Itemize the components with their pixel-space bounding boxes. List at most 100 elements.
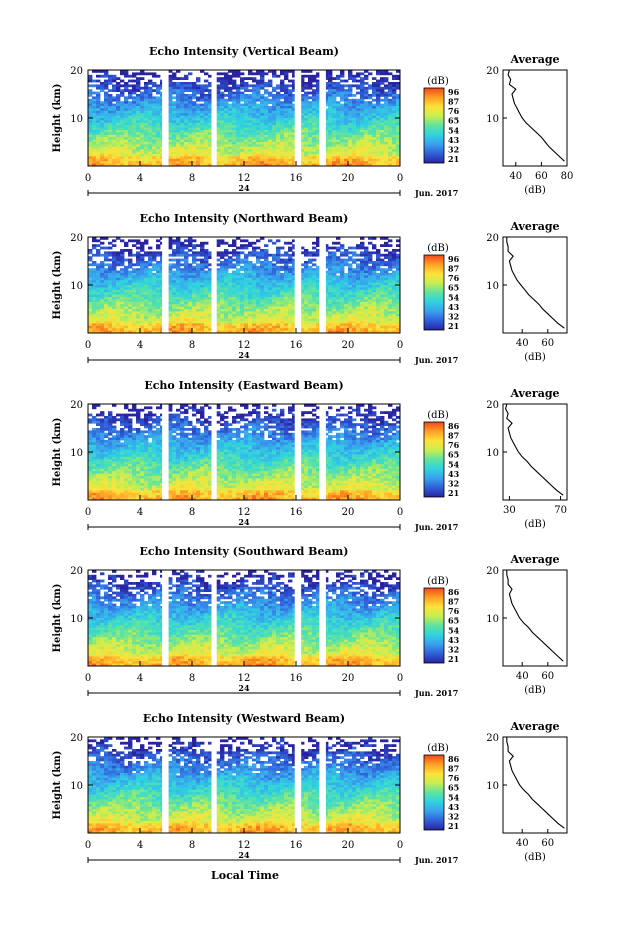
- heatmap-cell: [124, 294, 129, 298]
- heatmap-cell: [124, 249, 129, 252]
- heatmap-cell: [384, 301, 389, 305]
- heatmap-cell: [204, 127, 209, 131]
- heatmap-cell: [124, 86, 129, 90]
- heatmap-cell: [264, 91, 269, 95]
- heatmap-cell: [112, 256, 117, 259]
- heatmap-cell: [332, 89, 337, 92]
- heatmap-cell: [232, 84, 237, 88]
- heatmap-cell: [108, 275, 113, 279]
- heatmap-cell: [360, 311, 365, 315]
- heatmap-cell: [172, 309, 177, 312]
- heatmap-cell: [144, 72, 149, 76]
- heatmap-cell: [340, 79, 345, 83]
- heatmap-cell: [232, 98, 237, 102]
- heatmap-cell: [324, 118, 329, 121]
- heatmap-cell: [360, 82, 365, 85]
- heatmap-cell: [316, 118, 321, 121]
- heatmap-cell: [180, 113, 185, 116]
- heatmap-cell: [264, 289, 269, 293]
- heatmap-cell: [148, 118, 153, 121]
- heatmap-cell: [280, 306, 285, 310]
- heatmap-cell: [352, 251, 357, 255]
- heatmap-cell: [232, 72, 237, 76]
- heatmap-cell: [264, 122, 269, 126]
- heatmap-cell: [384, 118, 389, 121]
- heatmap-cell: [276, 113, 281, 116]
- heatmap-cell: [192, 149, 197, 152]
- heatmap-cell: [324, 125, 329, 128]
- heatmap-cell: [372, 270, 377, 274]
- heatmap-cell: [316, 89, 321, 92]
- heatmap-cell: [88, 106, 93, 109]
- heatmap-cell: [204, 101, 209, 104]
- heatmap-cell: [280, 309, 285, 312]
- heatmap-cell: [328, 156, 333, 160]
- heatmap-cell: [300, 275, 305, 279]
- heatmap-cell: [384, 137, 389, 140]
- heatmap-cell: [136, 301, 141, 305]
- heatmap-cell: [220, 106, 225, 109]
- heatmap-cell: [240, 273, 245, 276]
- heatmap-cell: [112, 244, 117, 247]
- heatmap-cell: [312, 311, 317, 315]
- heatmap-cell: [208, 130, 213, 133]
- colorbar-tick-label: 54: [448, 125, 460, 135]
- heatmap-cell: [284, 313, 289, 317]
- heatmap-cell: [328, 151, 333, 155]
- heatmap-cell: [188, 292, 193, 295]
- heatmap-cell: [176, 287, 181, 291]
- heatmap-cell: [332, 77, 337, 80]
- heatmap-cell: [132, 292, 137, 295]
- heatmap-cell: [136, 294, 141, 298]
- heatmap-cell: [264, 268, 269, 271]
- heatmap-cell: [280, 311, 285, 315]
- heatmap-cell: [288, 110, 293, 114]
- heatmap-cell: [324, 98, 329, 102]
- heatmap-cell: [196, 294, 201, 298]
- heatmap-cell: [332, 151, 337, 155]
- heatmap-cell: [244, 106, 249, 109]
- heatmap-cell: [276, 122, 281, 126]
- heatmap-cell: [276, 118, 281, 121]
- heatmap-cell: [144, 241, 149, 245]
- heatmap-cell: [152, 139, 157, 143]
- heatmap-cell: [284, 127, 289, 131]
- heatmap-cell: [340, 246, 345, 250]
- heatmap-cell: [300, 139, 305, 143]
- heatmap-cell: [196, 132, 201, 136]
- heatmap-cell: [252, 287, 257, 291]
- heatmap-cell: [220, 149, 225, 152]
- heatmap-cell: [304, 144, 309, 148]
- heatmap-cell: [244, 158, 249, 162]
- heatmap-cell: [348, 311, 353, 315]
- heatmap-cell: [200, 96, 205, 100]
- heatmap-cell: [224, 149, 229, 152]
- heatmap-cell: [228, 146, 233, 150]
- heatmap-cell: [188, 108, 193, 112]
- heatmap-cell: [364, 146, 369, 150]
- heatmap-cell: [316, 251, 321, 255]
- heatmap-cell: [136, 146, 141, 150]
- heatmap-cell: [232, 134, 237, 138]
- heatmap-cell: [180, 273, 185, 276]
- heatmap-cell: [324, 285, 329, 288]
- heatmap-cell: [140, 277, 145, 281]
- heatmap-cell: [184, 130, 189, 133]
- heatmap-cell: [392, 120, 397, 124]
- heatmap-cell: [108, 77, 113, 80]
- heatmap-cell: [380, 244, 385, 247]
- heatmap-cell: [228, 77, 233, 80]
- heatmap-cell: [196, 146, 201, 150]
- heatmap-cell: [180, 120, 185, 124]
- heatmap-cell: [376, 265, 381, 269]
- heatmap-cell: [92, 316, 97, 319]
- heatmap-cell: [116, 282, 121, 286]
- heatmap-cell: [236, 268, 241, 271]
- heatmap-cell: [284, 84, 289, 88]
- heatmap-cell: [284, 241, 289, 245]
- heatmap-cell: [184, 306, 189, 310]
- heatmap-cell: [144, 122, 149, 126]
- heatmap-cell: [248, 84, 253, 88]
- heatmap-cell: [136, 246, 141, 250]
- heatmap-cell: [116, 154, 121, 157]
